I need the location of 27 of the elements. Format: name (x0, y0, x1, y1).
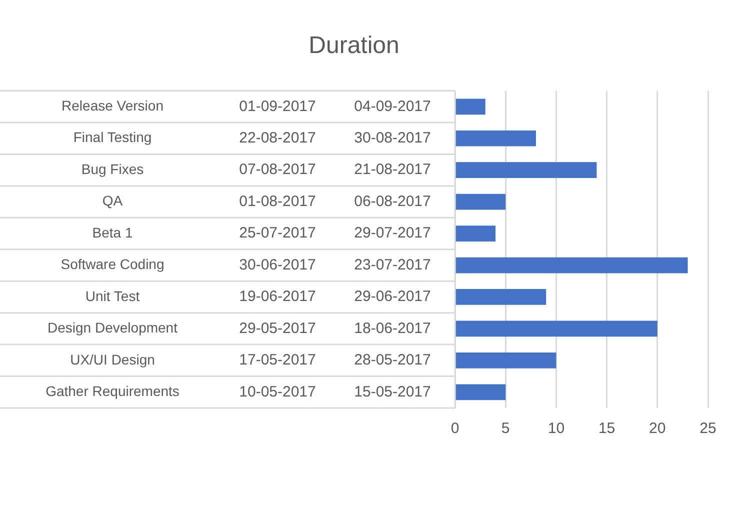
category-label: Gather Requirements 10-05-2017 15-05-2017 (46, 383, 431, 400)
category-label: QA 01-08-2017 06-08-2017 (102, 192, 431, 210)
category-label: Software Coding 30-06-2017 23-07-2017 (60, 256, 431, 274)
bar (456, 98, 486, 115)
category-label: Final Testing 22-08-2017 30-08-2017 (73, 129, 431, 147)
category-label: Bug Fixes 07-08-2017 21-08-2017 (81, 160, 431, 178)
x-tick-label: 5 (501, 420, 510, 438)
bar (456, 384, 506, 400)
bar (456, 130, 536, 146)
bar (456, 194, 506, 210)
bar (456, 320, 658, 337)
bar (456, 226, 496, 242)
bar (456, 257, 688, 274)
bar (456, 162, 597, 178)
bar (456, 352, 556, 368)
chart-title: Duration (308, 32, 400, 60)
bar (456, 289, 546, 305)
category-label: Unit Test 19-06-2017 29-06-2017 (85, 288, 431, 306)
x-tick-label: 10 (548, 420, 565, 438)
x-tick-label: 25 (700, 420, 716, 438)
category-label: Release Version 01-09-2017 04-09-2017 (62, 98, 431, 115)
category-label: Design Development 29-05-2017 18-06-2017 (48, 320, 431, 337)
category-label: UX/UI Design 17-05-2017 28-05-2017 (70, 351, 431, 369)
x-tick-label: 15 (598, 420, 616, 438)
x-tick-label: 20 (649, 420, 666, 438)
x-tick-label: 0 (450, 420, 460, 438)
category-label: Beta 1 25-07-2017 29-07-2017 (92, 224, 431, 242)
